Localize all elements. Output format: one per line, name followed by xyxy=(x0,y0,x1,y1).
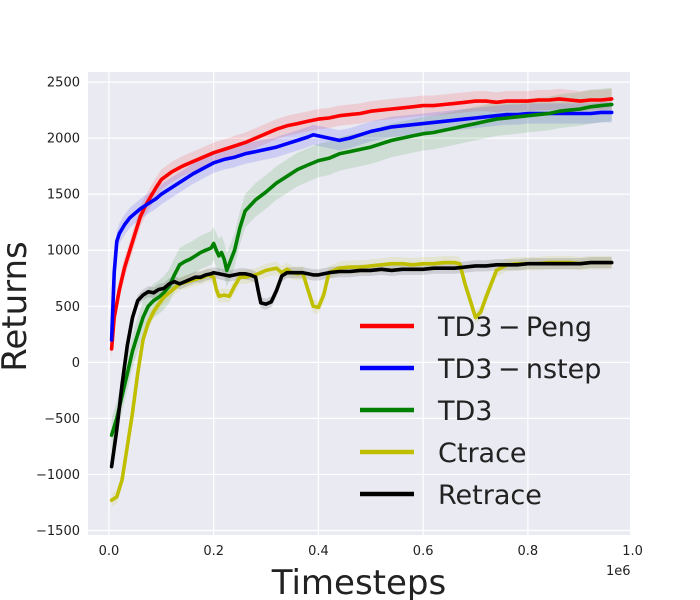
series-line-1 xyxy=(109,110,614,342)
series-band-2 xyxy=(111,87,612,452)
x-tick-label: 1.0 xyxy=(622,544,643,559)
legend-label: TD3 xyxy=(437,396,492,427)
y-tick-label: −1000 xyxy=(36,468,80,483)
y-tick-label: 1500 xyxy=(47,188,80,203)
y-tick-label: 0 xyxy=(72,356,80,371)
y-axis-ticks: −1500 −1000 −500 0 500 1000 1500 2000 2500 xyxy=(36,76,80,539)
legend-label: TD3 − Peng xyxy=(437,312,592,343)
confidence-bands xyxy=(111,87,612,507)
legend-label: TD3 − nstep xyxy=(437,354,601,385)
y-tick-label: −500 xyxy=(44,412,80,427)
series-band-1 xyxy=(111,102,612,350)
legend-label: Ctrace xyxy=(438,438,527,469)
legend-label: Retrace xyxy=(438,480,542,511)
y-axis-title: Returns xyxy=(0,241,35,372)
y-tick-label: −1500 xyxy=(36,524,80,539)
y-tick-label: 2500 xyxy=(47,76,80,91)
x-axis-title: Timesteps xyxy=(271,563,446,600)
series-line-2 xyxy=(109,102,614,437)
series-lines xyxy=(109,97,614,502)
x-axis-offset-label: 1e6 xyxy=(606,564,631,579)
x-tick-label: 0.8 xyxy=(518,544,539,559)
x-axis-ticks: 0.0 0.2 0.4 0.6 0.8 1.0 xyxy=(99,544,643,559)
y-tick-label: 2000 xyxy=(47,132,80,147)
grid-lines xyxy=(88,72,634,535)
x-tick-label: 0.4 xyxy=(308,544,329,559)
x-tick-label: 0.2 xyxy=(203,544,224,559)
y-tick-label: 500 xyxy=(55,300,80,315)
series-line-0 xyxy=(109,97,614,351)
y-tick-label: 1000 xyxy=(47,244,80,259)
x-tick-label: 0.6 xyxy=(413,544,434,559)
x-tick-label: 0.0 xyxy=(99,544,120,559)
series-line-4 xyxy=(109,260,614,469)
legend: TD3 − Peng TD3 − nstep TD3 Ctrace Retrace xyxy=(360,312,601,511)
